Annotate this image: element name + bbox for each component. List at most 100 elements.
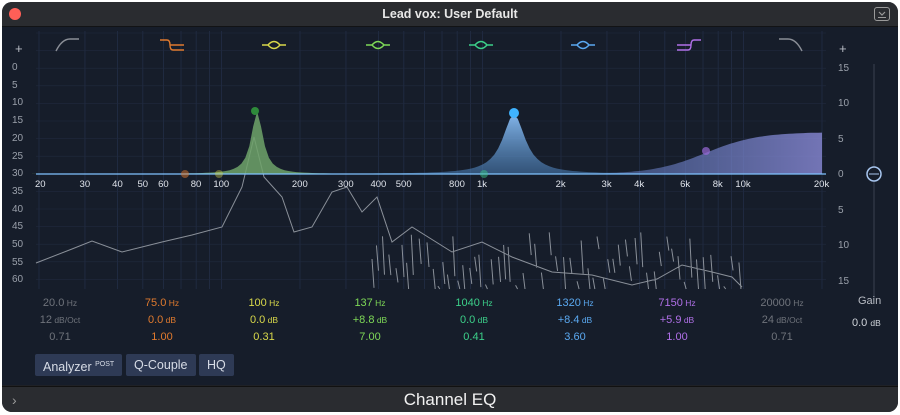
band-1-low-cut-params: 20.0 Hz 12 dB/Oct 0.71 bbox=[20, 295, 100, 346]
band-parameters: 20.0 Hz 12 dB/Oct 0.71 75.0 Hz 0.0 dB 1.00 100… bbox=[2, 295, 898, 355]
close-button[interactable] bbox=[9, 8, 21, 20]
high-cut-icon[interactable] bbox=[776, 37, 806, 53]
frequency-label: 500 bbox=[395, 179, 412, 190]
analyzer-button[interactable]: Analyzer POST bbox=[35, 354, 123, 376]
band-6-fill bbox=[278, 114, 750, 174]
band-4-handle[interactable] bbox=[251, 107, 259, 115]
title-bar: Lead vox: User Default bbox=[2, 2, 898, 27]
band-2-low-shelf-gain[interactable]: 0.0 dB bbox=[147, 314, 177, 326]
band-1-low-cut-q[interactable]: 0.71 bbox=[49, 331, 71, 343]
frequency-label: 20k bbox=[813, 179, 830, 190]
db-scale-label: 30 bbox=[12, 168, 24, 180]
band-5-peak-gain[interactable]: 0.0 dB bbox=[459, 314, 489, 326]
eq-main-area: + + 0 5 10 15 20 25 30 35 40 45 50 55 60 15 10 5 0 5 10 15… bbox=[2, 27, 898, 385]
plugin-name: Channel EQ bbox=[403, 390, 497, 409]
band-2-handle[interactable] bbox=[181, 170, 189, 178]
frequency-label: 8k bbox=[712, 179, 723, 190]
band-5-peak-freq[interactable]: 1040 Hz bbox=[455, 297, 493, 309]
band-3-peak-q[interactable]: 0.31 bbox=[253, 331, 275, 343]
band-4-fill bbox=[32, 111, 493, 174]
gain-scale-label: 10 bbox=[838, 98, 850, 109]
frequency-label: 20 bbox=[35, 179, 46, 190]
frequency-label: 4k bbox=[634, 179, 645, 190]
gain-label: Gain bbox=[858, 295, 882, 307]
settings-dropdown-icon[interactable] bbox=[874, 7, 890, 21]
db-scale-label: 25 bbox=[12, 150, 24, 162]
band-3-peak-params: 100 Hz 0.0 dB 0.31 bbox=[224, 295, 304, 346]
band-6-handle[interactable] bbox=[509, 108, 519, 118]
chevron-right-icon[interactable]: › bbox=[12, 392, 17, 408]
band-8-high-cut-params: 20000 Hz 24 dB/Oct 0.71 bbox=[742, 295, 822, 346]
high-shelf-fill bbox=[528, 132, 822, 174]
frequency-label: 100 bbox=[213, 179, 230, 190]
gain-scale-label: 15 bbox=[838, 63, 850, 74]
low-shelf-icon[interactable] bbox=[157, 37, 187, 53]
band-6-peak-gain[interactable]: +8.4 dB bbox=[557, 314, 593, 326]
band-8-high-cut-freq[interactable]: 20000 Hz bbox=[760, 297, 804, 309]
band-1-low-cut-freq[interactable]: 20.0 Hz bbox=[42, 297, 78, 309]
add-band-right-icon[interactable]: + bbox=[839, 41, 847, 56]
band-5-peak-params: 1040 Hz 0.0 dB 0.41 bbox=[434, 295, 514, 346]
band-1-low-cut-gain[interactable]: 12 dB/Oct bbox=[39, 314, 81, 326]
band-7-handle[interactable] bbox=[702, 147, 710, 155]
band-6-peak-params: 1320 Hz +8.4 dB 3.60 bbox=[535, 295, 615, 346]
gain-value[interactable]: 0.0 dB bbox=[852, 317, 881, 329]
window-title: Lead vox: User Default bbox=[382, 7, 518, 21]
band-7-high-shelf-q[interactable]: 1.00 bbox=[666, 331, 688, 343]
frequency-label: 80 bbox=[190, 179, 202, 190]
band-6-bell-icon[interactable] bbox=[568, 37, 598, 53]
frequency-label: 800 bbox=[449, 179, 465, 190]
band-6-peak-q[interactable]: 3.60 bbox=[564, 331, 586, 343]
frequency-label: 30 bbox=[79, 179, 91, 190]
db-scale-label: 50 bbox=[12, 239, 24, 250]
high-shelf-icon[interactable] bbox=[674, 37, 704, 53]
band-3-bell-icon[interactable] bbox=[259, 37, 289, 53]
analyzer-trace bbox=[35, 136, 743, 290]
frequency-label: 200 bbox=[291, 179, 308, 190]
frequency-label: 40 bbox=[112, 179, 123, 190]
db-scale-label: 20 bbox=[12, 132, 24, 144]
db-scale-label: 5 bbox=[12, 79, 18, 91]
band-3-handle[interactable] bbox=[215, 170, 223, 178]
db-scale-label: 10 bbox=[12, 97, 24, 109]
band-4-bell-icon[interactable] bbox=[363, 37, 393, 53]
band-3-peak-freq[interactable]: 100 Hz bbox=[248, 297, 280, 309]
band-2-low-shelf-freq[interactable]: 75.0 Hz bbox=[144, 297, 180, 309]
band-5-handle[interactable] bbox=[480, 170, 488, 178]
db-scale-label: 35 bbox=[12, 185, 24, 197]
gain-scale-label: 0 bbox=[838, 169, 844, 180]
band-7-high-shelf-gain[interactable]: +5.9 dB bbox=[659, 314, 695, 326]
low-cut-icon[interactable] bbox=[52, 37, 82, 53]
band-2-low-shelf-q[interactable]: 1.00 bbox=[151, 331, 173, 343]
band-4-peak-params: 137 Hz +8.8 dB 7.00 bbox=[330, 295, 410, 346]
gain-scale-label: 5 bbox=[838, 205, 844, 216]
band-8-high-cut-gain[interactable]: 24 dB/Oct bbox=[761, 314, 803, 326]
band-3-peak-gain[interactable]: 0.0 dB bbox=[249, 314, 279, 326]
eq-graph[interactable] bbox=[32, 27, 832, 295]
band-4-peak-freq[interactable]: 137 Hz bbox=[354, 297, 386, 309]
gain-slider[interactable] bbox=[862, 62, 886, 302]
add-band-left-icon[interactable]: + bbox=[15, 41, 23, 56]
band-5-bell-icon[interactable] bbox=[466, 37, 496, 53]
db-scale-label: 60 bbox=[12, 274, 24, 286]
frequency-label: 10k bbox=[735, 179, 751, 190]
band-4-peak-gain[interactable]: +8.8 dB bbox=[352, 314, 388, 326]
frequency-label: 60 bbox=[158, 179, 169, 190]
q-couple-button[interactable]: Q-Couple bbox=[126, 354, 196, 376]
band-6-peak-freq[interactable]: 1320 Hz bbox=[556, 297, 594, 309]
hq-button[interactable]: HQ bbox=[199, 354, 234, 376]
band-4-peak-q[interactable]: 7.00 bbox=[359, 331, 381, 343]
db-scale-label: 40 bbox=[12, 203, 24, 215]
frequency-label: 300 bbox=[337, 179, 354, 190]
db-scale-label: 0 bbox=[12, 62, 18, 73]
band-8-high-cut-q[interactable]: 0.71 bbox=[771, 331, 793, 343]
frequency-label: 1k bbox=[477, 179, 488, 190]
band-7-high-shelf-params: 7150 Hz +5.9 dB 1.00 bbox=[637, 295, 717, 346]
frequency-label: 2k bbox=[555, 179, 566, 190]
band-5-peak-q[interactable]: 0.41 bbox=[463, 331, 485, 343]
band-7-high-shelf-freq[interactable]: 7150 Hz bbox=[658, 297, 696, 309]
db-scale-label: 15 bbox=[12, 115, 24, 127]
footer-bar: › Channel EQ bbox=[2, 386, 898, 412]
gain-scale-label: 5 bbox=[838, 134, 844, 145]
